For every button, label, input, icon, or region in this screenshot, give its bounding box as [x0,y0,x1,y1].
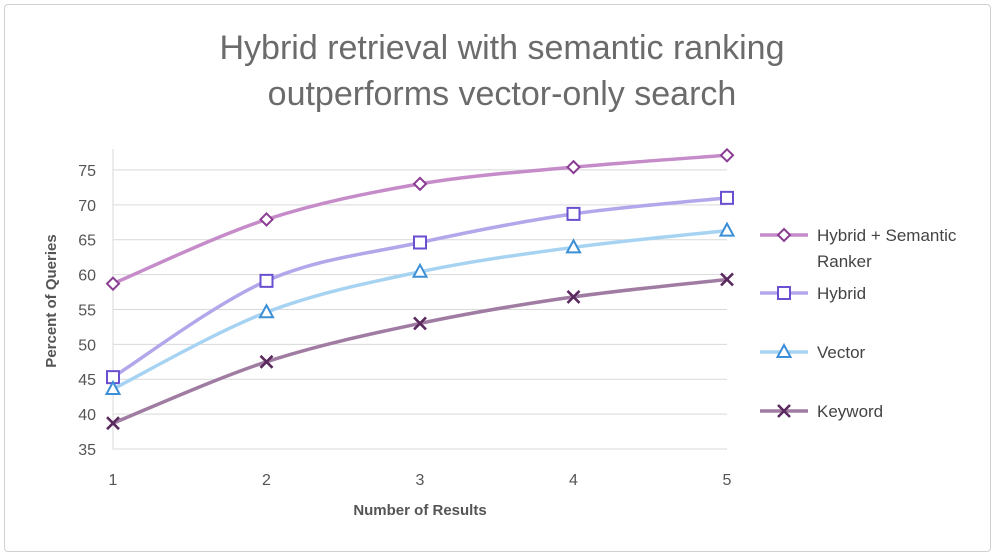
x-axis-ticks: 1 2 3 4 5 [109,472,732,489]
legend-label: Hybrid [817,284,866,303]
legend-item-keyword: Keyword [760,402,883,421]
series-hybrid [106,190,734,385]
legend-label: Keyword [817,402,883,421]
legend-item-hybrid-semantic-ranker: Hybrid + Semantic Ranker [760,226,957,271]
series-vector [104,221,736,395]
data-point-keyword-5 [720,272,734,287]
data-point-keyword-1 [106,416,120,431]
x-tick-label: 4 [569,472,578,489]
y-tick-label: 75 [78,163,96,180]
y-axis-ticks: 35 40 45 50 55 60 65 70 75 [78,163,96,459]
legend-item-vector: Vector [760,342,866,362]
series-lines [104,147,736,431]
legend-marker-square [777,286,791,300]
data-point-hybrid-semantic-ranker-1 [105,276,121,292]
y-tick-label: 60 [78,268,96,285]
x-axis-label: Number of Results [353,502,486,519]
y-tick-label: 45 [78,372,96,389]
data-point-keyword-4 [566,289,581,304]
legend: Hybrid + Semantic Ranker Hybrid Vector Keywo… [760,226,957,421]
data-point-hybrid-5 [720,190,734,205]
data-point-hybrid-semantic-ranker-2 [259,212,274,227]
legend-marker-diamond [776,227,792,243]
x-tick-label: 5 [723,472,732,489]
data-point-hybrid-semantic-ranker-5 [719,147,735,163]
legend-label: Ranker [817,252,872,271]
legend-label: Vector [817,343,866,362]
legend-marker-x [777,404,791,418]
chart-title-line-1: Hybrid retrieval with semantic ranking [220,29,785,67]
chart-title-line-2: outperforms vector-only search [268,75,737,113]
y-tick-label: 55 [78,302,96,319]
data-point-hybrid-semantic-ranker-3 [412,176,428,192]
x-tick-label: 2 [262,472,271,489]
series-line-hybrid [111,196,729,379]
data-point-hybrid-semantic-ranker-4 [566,159,581,175]
data-point-vector-4 [565,238,582,254]
legend-marker-triangle [775,342,793,358]
y-axis-label: Percent of Queries [43,234,60,367]
chart-title: Hybrid retrieval with semantic ranking o… [220,29,785,113]
series-keyword [106,272,734,431]
data-point-vector-1 [104,379,122,395]
chart-frame [4,4,991,552]
series-hybrid-semantic-ranker [105,147,735,292]
data-point-hybrid-4 [566,206,581,221]
y-tick-label: 35 [78,442,96,459]
legend-item-hybrid: Hybrid [760,284,866,303]
y-tick-label: 40 [78,407,96,424]
gridlines [112,149,727,450]
data-point-vector-2 [258,303,275,319]
data-point-hybrid-2 [259,273,274,288]
legend-label: Hybrid + Semantic [817,226,957,245]
y-tick-label: 50 [78,337,96,354]
data-point-keyword-2 [259,354,274,369]
data-point-keyword-3 [413,316,427,331]
x-tick-label: 1 [109,472,118,489]
data-point-vector-3 [411,262,429,278]
data-point-hybrid-3 [413,235,427,250]
series-line-keyword [111,277,729,425]
x-tick-label: 3 [416,472,425,489]
data-point-vector-5 [718,221,736,237]
y-tick-label: 65 [78,233,96,250]
y-tick-label: 70 [78,198,96,215]
